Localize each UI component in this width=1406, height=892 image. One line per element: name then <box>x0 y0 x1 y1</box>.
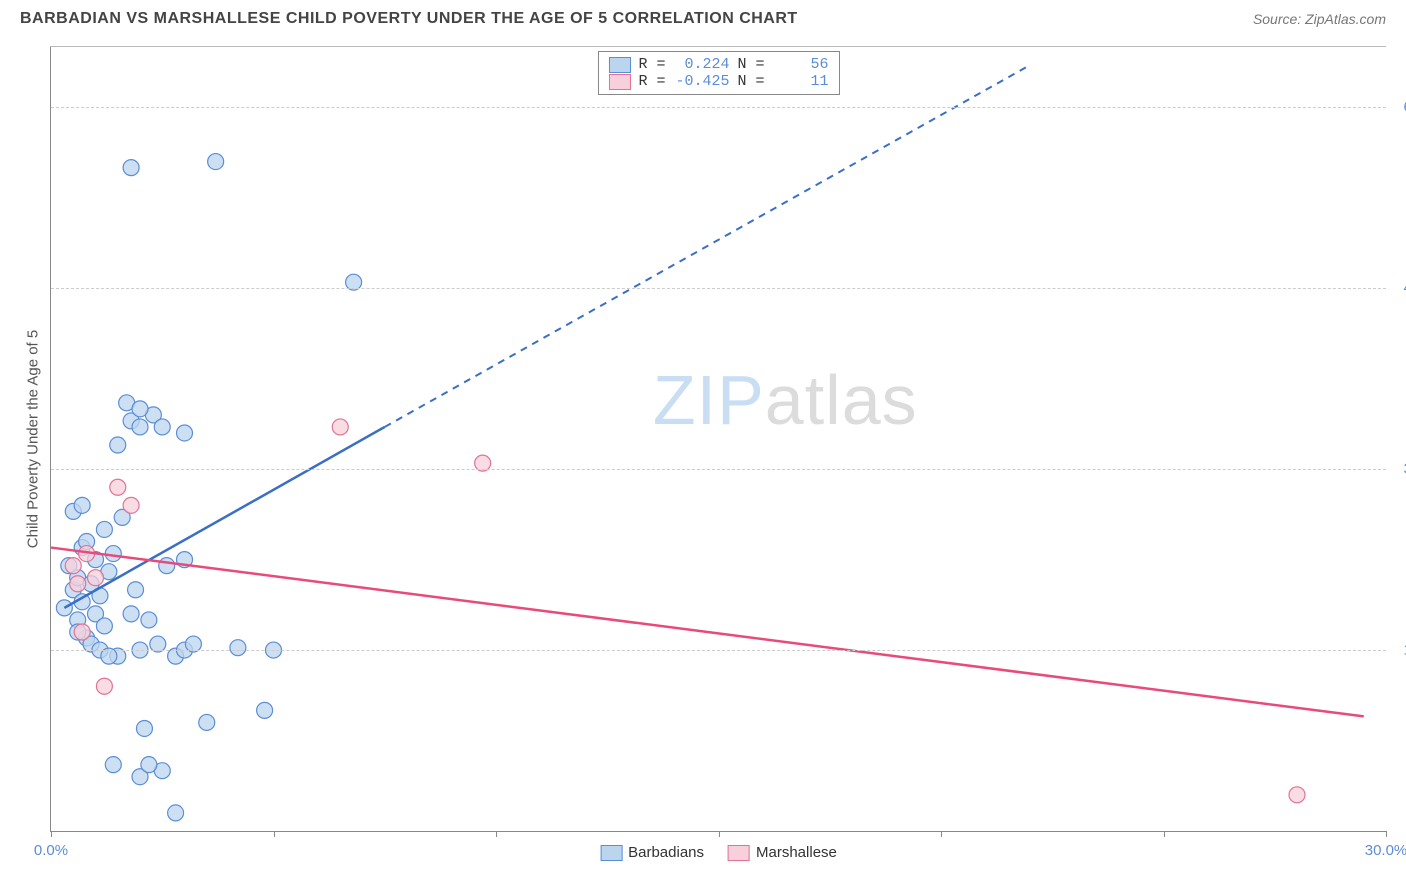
x-tick-label: 30.0% <box>1365 842 1406 859</box>
r-label: R = <box>638 56 665 73</box>
data-point <box>159 558 175 574</box>
data-point <box>141 757 157 773</box>
data-point <box>110 479 126 495</box>
n-label: N = <box>738 56 765 73</box>
r-value-marshallese: -0.425 <box>674 73 730 90</box>
swatch-marshallese <box>608 74 630 90</box>
n-value-marshallese: 11 <box>773 73 829 90</box>
data-point <box>177 425 193 441</box>
r-value-barbadians: 0.224 <box>674 56 730 73</box>
legend-row-marshallese: R = -0.425 N = 11 <box>608 73 828 90</box>
scatter-plot-svg <box>51 47 1386 831</box>
y-axis-label: Child Poverty Under the Age of 5 <box>25 330 42 548</box>
swatch-barbadians <box>600 845 622 861</box>
correlation-legend: R = 0.224 N = 56 R = -0.425 N = 11 <box>597 51 839 95</box>
data-point <box>105 546 121 562</box>
swatch-marshallese <box>728 845 750 861</box>
data-point <box>105 757 121 773</box>
gridline-h <box>51 469 1386 470</box>
data-point <box>123 606 139 622</box>
data-point <box>132 419 148 435</box>
data-point <box>154 419 170 435</box>
data-point <box>56 600 72 616</box>
regression-line <box>51 548 1364 717</box>
regression-line <box>385 65 1030 427</box>
x-tick <box>941 831 942 837</box>
data-point <box>141 612 157 628</box>
chart-title: BARBADIAN VS MARSHALLESE CHILD POVERTY U… <box>20 10 798 28</box>
series-legend: Barbadians Marshallese <box>600 844 837 861</box>
gridline-h <box>51 650 1386 651</box>
series-label: Marshallese <box>756 844 837 861</box>
data-point <box>123 160 139 176</box>
data-point <box>96 521 112 537</box>
data-point <box>132 401 148 417</box>
x-tick <box>1386 831 1387 837</box>
gridline-h <box>51 288 1386 289</box>
data-point <box>128 582 144 598</box>
data-point <box>65 558 81 574</box>
data-point <box>88 570 104 586</box>
x-tick-label: 0.0% <box>34 842 68 859</box>
data-point <box>123 497 139 513</box>
source-attribution: Source: ZipAtlas.com <box>1253 11 1386 27</box>
swatch-barbadians <box>608 57 630 73</box>
data-point <box>257 702 273 718</box>
n-label: N = <box>738 73 765 90</box>
gridline-h <box>51 107 1386 108</box>
x-tick <box>274 831 275 837</box>
chart-header: BARBADIAN VS MARSHALLESE CHILD POVERTY U… <box>0 0 1406 34</box>
data-point <box>110 437 126 453</box>
x-tick <box>1164 831 1165 837</box>
data-point <box>136 720 152 736</box>
x-tick <box>719 831 720 837</box>
r-label: R = <box>638 73 665 90</box>
n-value-barbadians: 56 <box>773 56 829 73</box>
series-label: Barbadians <box>628 844 704 861</box>
data-point <box>96 678 112 694</box>
chart-container: Child Poverty Under the Age of 5 ZIPatla… <box>50 46 1386 832</box>
data-point <box>168 805 184 821</box>
data-point <box>96 618 112 634</box>
regression-line <box>64 427 384 608</box>
x-tick <box>51 831 52 837</box>
data-point <box>74 497 90 513</box>
plot-area: Child Poverty Under the Age of 5 ZIPatla… <box>50 47 1386 832</box>
data-point <box>332 419 348 435</box>
data-point <box>1289 787 1305 803</box>
data-point <box>70 576 86 592</box>
legend-row-barbadians: R = 0.224 N = 56 <box>608 56 828 73</box>
data-point <box>199 714 215 730</box>
data-point <box>230 640 246 656</box>
legend-item-barbadians: Barbadians <box>600 844 704 861</box>
data-point <box>208 154 224 170</box>
x-tick <box>496 831 497 837</box>
data-point <box>74 624 90 640</box>
legend-item-marshallese: Marshallese <box>728 844 837 861</box>
